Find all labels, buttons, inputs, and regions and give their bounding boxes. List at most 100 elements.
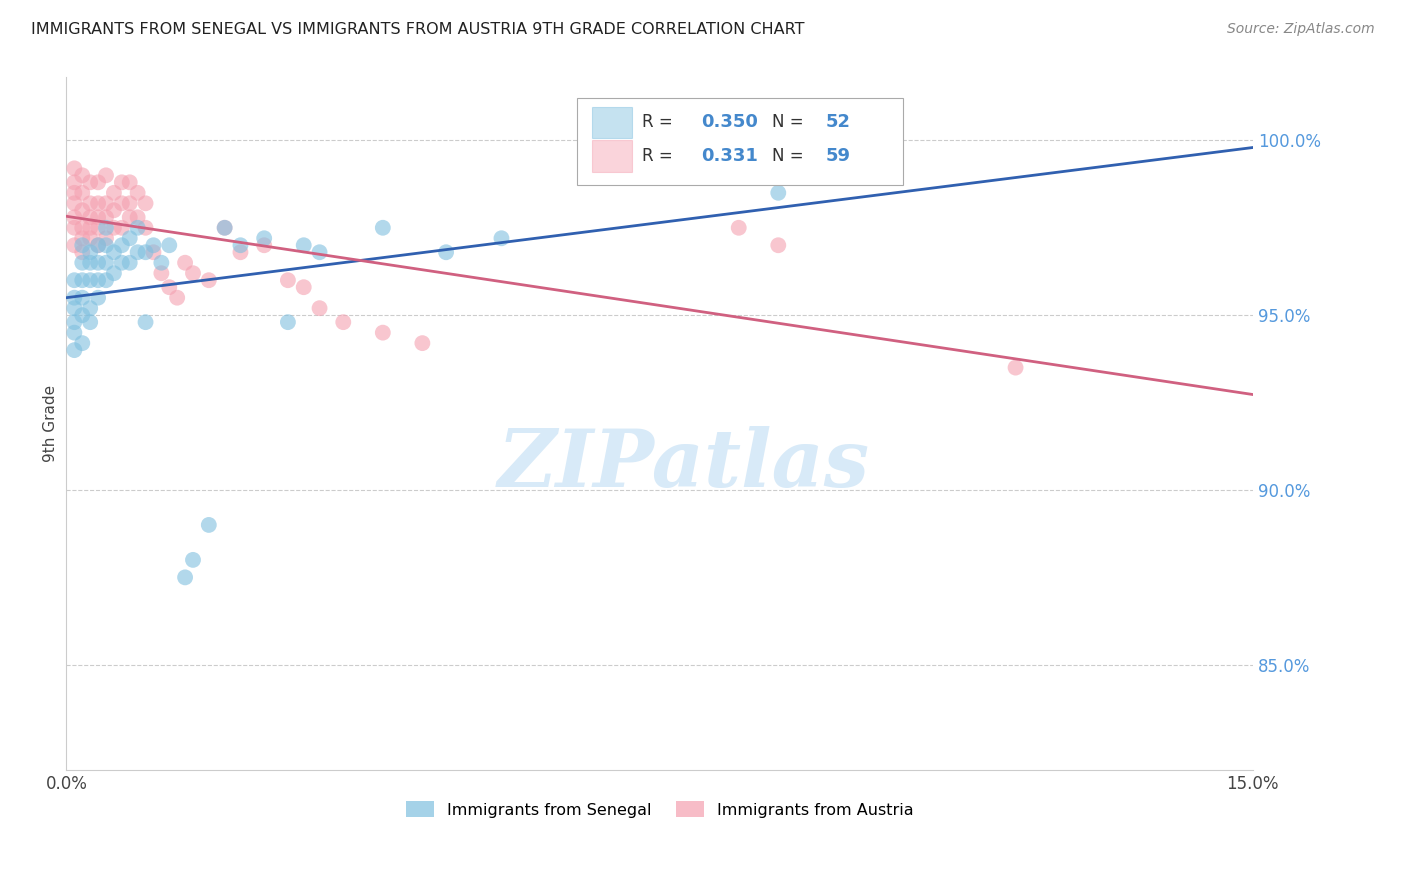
Point <box>103 245 125 260</box>
Point <box>181 266 204 280</box>
Point <box>111 238 134 252</box>
Point <box>127 220 149 235</box>
Text: Source: ZipAtlas.com: Source: ZipAtlas.com <box>1227 22 1375 37</box>
Point <box>434 245 457 260</box>
Y-axis label: 9th Grade: 9th Grade <box>44 385 58 462</box>
Point <box>111 196 134 211</box>
Point <box>609 169 631 183</box>
Point <box>72 256 94 270</box>
Point <box>127 211 149 225</box>
Point <box>103 220 125 235</box>
Point <box>63 315 86 329</box>
Point <box>135 245 157 260</box>
Point <box>79 175 101 189</box>
Point <box>491 231 513 245</box>
Point <box>277 273 299 287</box>
Point <box>103 266 125 280</box>
Point <box>87 211 110 225</box>
Point <box>63 238 86 252</box>
Point <box>111 220 134 235</box>
Point <box>135 315 157 329</box>
Point <box>94 273 117 287</box>
Point <box>72 245 94 260</box>
Point <box>292 238 315 252</box>
Point <box>142 238 165 252</box>
Point <box>103 186 125 200</box>
Point <box>118 196 141 211</box>
Point <box>157 238 180 252</box>
Point <box>1004 360 1026 375</box>
Point <box>229 238 252 252</box>
Point <box>411 336 433 351</box>
Point <box>371 326 394 340</box>
Point <box>118 175 141 189</box>
Text: N =: N = <box>772 113 804 131</box>
Point <box>94 220 117 235</box>
Text: 0.350: 0.350 <box>702 113 758 131</box>
Point <box>727 220 749 235</box>
Text: IMMIGRANTS FROM SENEGAL VS IMMIGRANTS FROM AUSTRIA 9TH GRADE CORRELATION CHART: IMMIGRANTS FROM SENEGAL VS IMMIGRANTS FR… <box>31 22 804 37</box>
Point <box>94 231 117 245</box>
Text: N =: N = <box>772 146 804 165</box>
Point <box>371 220 394 235</box>
Point <box>135 220 157 235</box>
Text: 0.331: 0.331 <box>702 146 758 165</box>
Point <box>94 169 117 183</box>
Point <box>87 256 110 270</box>
Point <box>118 231 141 245</box>
Point <box>174 570 197 584</box>
Point <box>181 553 204 567</box>
Point <box>79 256 101 270</box>
Point <box>768 238 790 252</box>
Point <box>72 308 94 322</box>
Point <box>63 211 86 225</box>
Point <box>79 245 101 260</box>
Text: R =: R = <box>643 146 672 165</box>
Text: 59: 59 <box>825 146 851 165</box>
Point <box>63 273 86 287</box>
Point <box>72 203 94 218</box>
Point <box>72 291 94 305</box>
Point <box>63 196 86 211</box>
Point <box>72 186 94 200</box>
Point <box>94 211 117 225</box>
Point <box>94 256 117 270</box>
Point <box>150 256 173 270</box>
Point <box>72 231 94 245</box>
Point <box>103 203 125 218</box>
Point <box>253 238 276 252</box>
Point <box>94 196 117 211</box>
Point <box>63 343 86 358</box>
Point <box>72 220 94 235</box>
Point <box>277 315 299 329</box>
Point <box>63 186 86 200</box>
Point <box>118 256 141 270</box>
Point <box>111 175 134 189</box>
Point <box>214 220 236 235</box>
Point <box>63 326 86 340</box>
Text: ZIPatlas: ZIPatlas <box>498 426 869 504</box>
Point <box>308 245 330 260</box>
Point <box>118 211 141 225</box>
Point <box>63 175 86 189</box>
Point <box>87 175 110 189</box>
Text: R =: R = <box>643 113 672 131</box>
Point <box>63 161 86 176</box>
Point <box>157 280 180 294</box>
Point <box>63 220 86 235</box>
Point <box>79 196 101 211</box>
Point <box>87 273 110 287</box>
Point <box>229 245 252 260</box>
Point <box>174 256 197 270</box>
Point <box>332 315 354 329</box>
Point <box>87 220 110 235</box>
Point <box>72 169 94 183</box>
Point <box>63 291 86 305</box>
Point <box>87 238 110 252</box>
Point <box>142 245 165 260</box>
Point <box>768 186 790 200</box>
Text: 52: 52 <box>825 113 851 131</box>
FancyBboxPatch shape <box>576 98 903 185</box>
Point <box>72 273 94 287</box>
Point <box>150 266 173 280</box>
